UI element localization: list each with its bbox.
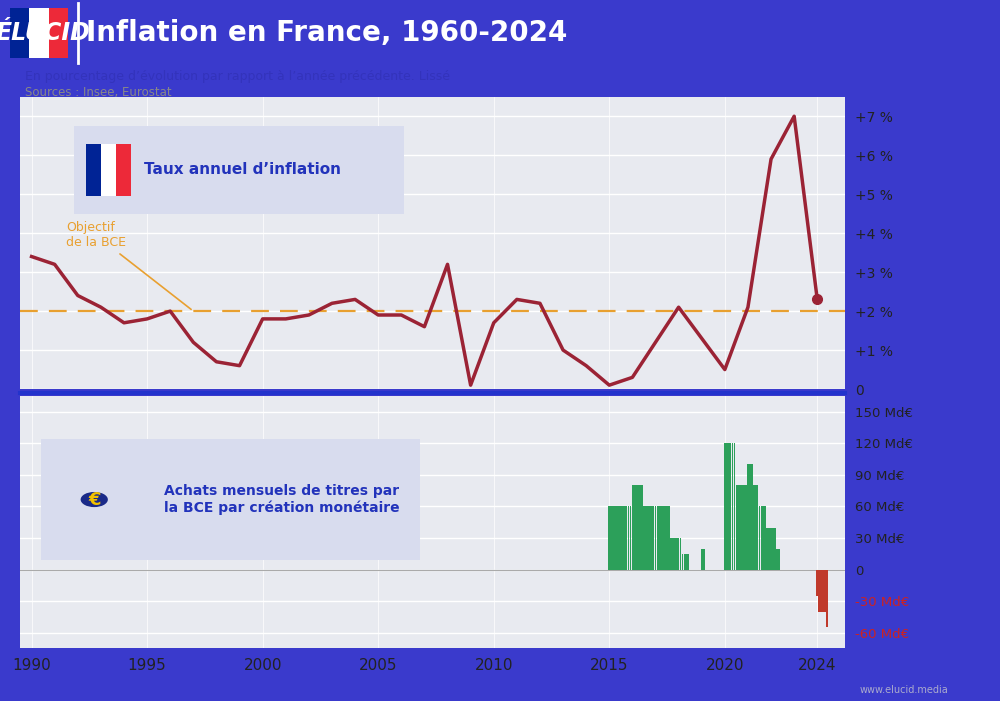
Bar (774, 527, 776, 569)
Text: ÉLUCID: ÉLUCID (0, 21, 90, 45)
Bar (662, 506, 664, 569)
Bar (645, 506, 647, 569)
Bar (682, 554, 683, 569)
Bar (764, 506, 766, 569)
Bar (747, 464, 749, 569)
Bar (749, 464, 751, 569)
Text: Inflation en France, 1960-2024: Inflation en France, 1960-2024 (86, 19, 567, 47)
Bar (676, 538, 678, 569)
Bar (739, 485, 741, 569)
Bar (674, 538, 676, 569)
Bar (680, 538, 681, 569)
Bar (643, 506, 645, 569)
Bar (622, 506, 624, 569)
Bar (635, 485, 637, 569)
Bar (670, 538, 672, 569)
Bar (701, 548, 703, 569)
Bar (687, 554, 689, 569)
Bar (86, 144, 101, 196)
Bar (820, 569, 822, 611)
Text: Sources : Insee, Eurostat: Sources : Insee, Eurostat (25, 86, 172, 99)
Bar (672, 538, 674, 569)
Bar (737, 485, 739, 569)
Bar (730, 444, 731, 569)
Bar (41, 439, 420, 560)
Bar (655, 506, 656, 569)
Bar (624, 506, 626, 569)
Bar (664, 506, 666, 569)
Bar (614, 506, 616, 569)
Bar (685, 554, 687, 569)
Bar (736, 485, 737, 569)
Bar (757, 485, 758, 569)
Bar (658, 506, 660, 569)
Bar (762, 506, 764, 569)
Bar (632, 485, 633, 569)
Bar (649, 506, 651, 569)
Bar (772, 527, 774, 569)
Bar (761, 506, 762, 569)
Bar (751, 464, 753, 569)
Bar (630, 506, 631, 569)
Bar (684, 554, 685, 569)
Bar (608, 506, 610, 569)
Bar (778, 548, 780, 569)
Bar (657, 506, 658, 569)
Bar (628, 506, 629, 569)
Bar (639, 485, 641, 569)
Bar (743, 485, 745, 569)
Bar (610, 506, 612, 569)
Bar (612, 506, 614, 569)
Bar (49, 8, 68, 58)
Bar (101, 144, 116, 196)
Bar (745, 485, 747, 569)
Bar (666, 506, 668, 569)
Bar (818, 569, 820, 611)
Bar (726, 444, 728, 569)
Bar (633, 485, 635, 569)
Text: Objectif
de la BCE: Objectif de la BCE (66, 222, 191, 309)
Bar (651, 506, 653, 569)
Bar (74, 126, 404, 214)
Bar (616, 506, 618, 569)
Text: Achats mensuels de titres par
la BCE par création monétaire: Achats mensuels de titres par la BCE par… (164, 484, 400, 515)
Bar (620, 506, 622, 569)
Bar (826, 569, 828, 627)
Bar (29, 8, 49, 58)
Bar (728, 444, 730, 569)
Bar (647, 506, 649, 569)
Bar (753, 485, 755, 569)
Bar (618, 506, 620, 569)
Bar (724, 444, 726, 569)
Bar (660, 506, 662, 569)
Bar (755, 485, 757, 569)
Bar (759, 506, 760, 569)
Bar (822, 569, 824, 611)
Ellipse shape (81, 492, 108, 507)
Bar (637, 485, 639, 569)
Text: €: € (88, 491, 100, 508)
Bar (734, 444, 735, 569)
Bar (626, 506, 627, 569)
Text: Taux annuel d’inflation: Taux annuel d’inflation (144, 163, 341, 177)
Bar (824, 569, 826, 611)
Bar (116, 144, 131, 196)
Bar (678, 538, 679, 569)
Bar (703, 548, 705, 569)
Bar (668, 506, 670, 569)
Bar (776, 548, 778, 569)
Bar (732, 444, 733, 569)
Bar (770, 527, 772, 569)
Bar (10, 8, 29, 58)
Text: En pourcentage d’évolution par rapport à l’année précédente. Lissé: En pourcentage d’évolution par rapport à… (25, 70, 450, 83)
Bar (641, 485, 643, 569)
Bar (816, 569, 818, 596)
Text: www.elucid.media: www.elucid.media (860, 686, 949, 695)
Bar (741, 485, 743, 569)
Bar (766, 527, 768, 569)
Bar (768, 527, 770, 569)
Bar (653, 506, 654, 569)
